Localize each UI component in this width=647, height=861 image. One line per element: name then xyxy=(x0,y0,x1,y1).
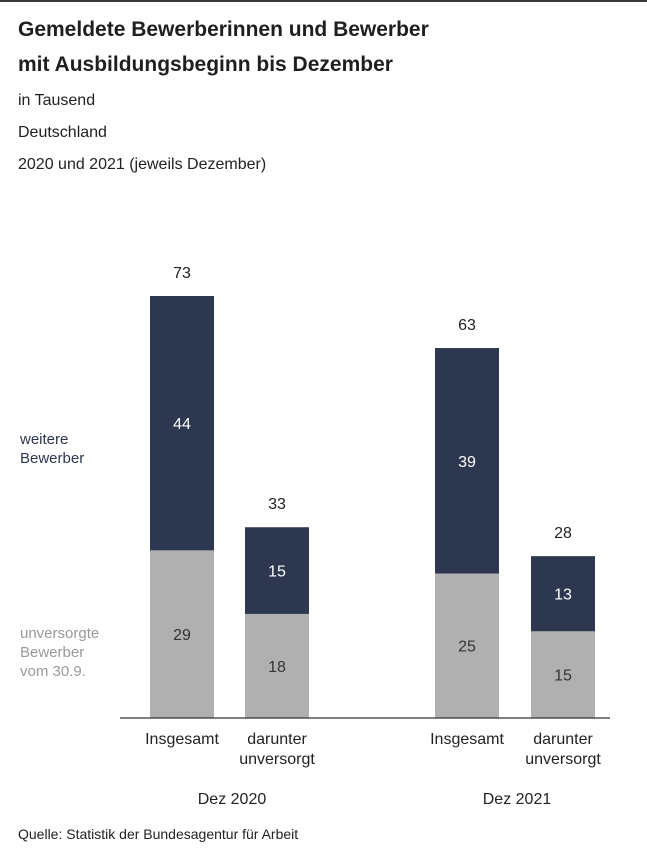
bar-segment-unversorgt xyxy=(435,573,499,718)
group-label: Dez 2020 xyxy=(198,791,267,808)
source-note: Quelle: Statistik der Bundesagentur für … xyxy=(18,826,299,842)
chart-title-line1: Gemeldete Bewerberinnen und Bewerber xyxy=(18,18,429,41)
legend-bottom-line2: Bewerber xyxy=(20,644,85,661)
bar-segment-weitere xyxy=(435,348,499,574)
chart-title-line2: mit Ausbildungsbeginn bis Dezember xyxy=(18,53,393,76)
category-label: Insgesamt xyxy=(430,731,504,748)
group-label: Dez 2021 xyxy=(483,791,552,808)
data-label-unversorgt: 18 xyxy=(268,659,286,676)
category-label: darunter xyxy=(533,731,593,748)
legend-top-series: weitere Bewerber xyxy=(20,430,84,468)
category-label: unversorgt xyxy=(239,751,315,768)
subtitle-period: 2020 und 2021 (jeweils Dezember) xyxy=(18,156,267,173)
bar-segment-unversorgt xyxy=(531,631,595,718)
data-label-total: 73 xyxy=(173,265,191,282)
data-label-total: 28 xyxy=(554,525,572,542)
category-label: darunter xyxy=(247,731,307,748)
chart-title: Gemeldete Bewerberinnen und Bewerber mit… xyxy=(18,12,429,82)
bar-segment-weitere xyxy=(245,527,309,614)
legend-bottom-series: unversorgte Bewerber vom 30.9. xyxy=(20,624,99,681)
data-label-weitere: 13 xyxy=(554,587,572,604)
legend-top-line2: Bewerber xyxy=(20,450,85,467)
data-label-unversorgt: 29 xyxy=(173,627,191,644)
data-label-weitere: 15 xyxy=(268,564,286,581)
bar-segment-unversorgt xyxy=(245,613,309,718)
data-label-weitere: 39 xyxy=(458,454,476,471)
data-label-weitere: 44 xyxy=(173,416,191,433)
category-label: unversorgt xyxy=(525,751,601,768)
legend-bottom-line1: unversorgte xyxy=(20,625,100,642)
bar-segment-weitere xyxy=(531,556,595,632)
data-label-unversorgt: 25 xyxy=(458,639,476,656)
category-label: Insgesamt xyxy=(145,731,219,748)
data-label-unversorgt: 15 xyxy=(554,668,572,685)
subtitle-region: Deutschland xyxy=(18,124,107,141)
top-rule xyxy=(0,0,647,2)
data-label-total: 63 xyxy=(458,317,476,334)
legend-top-line1: weitere xyxy=(20,431,69,448)
data-label-total: 33 xyxy=(268,496,286,513)
bar-segment-weitere xyxy=(150,296,214,551)
legend-bottom-line3: vom 30.9. xyxy=(20,663,86,680)
subtitle-unit: in Tausend xyxy=(18,92,96,109)
bar-segment-unversorgt xyxy=(150,550,214,718)
